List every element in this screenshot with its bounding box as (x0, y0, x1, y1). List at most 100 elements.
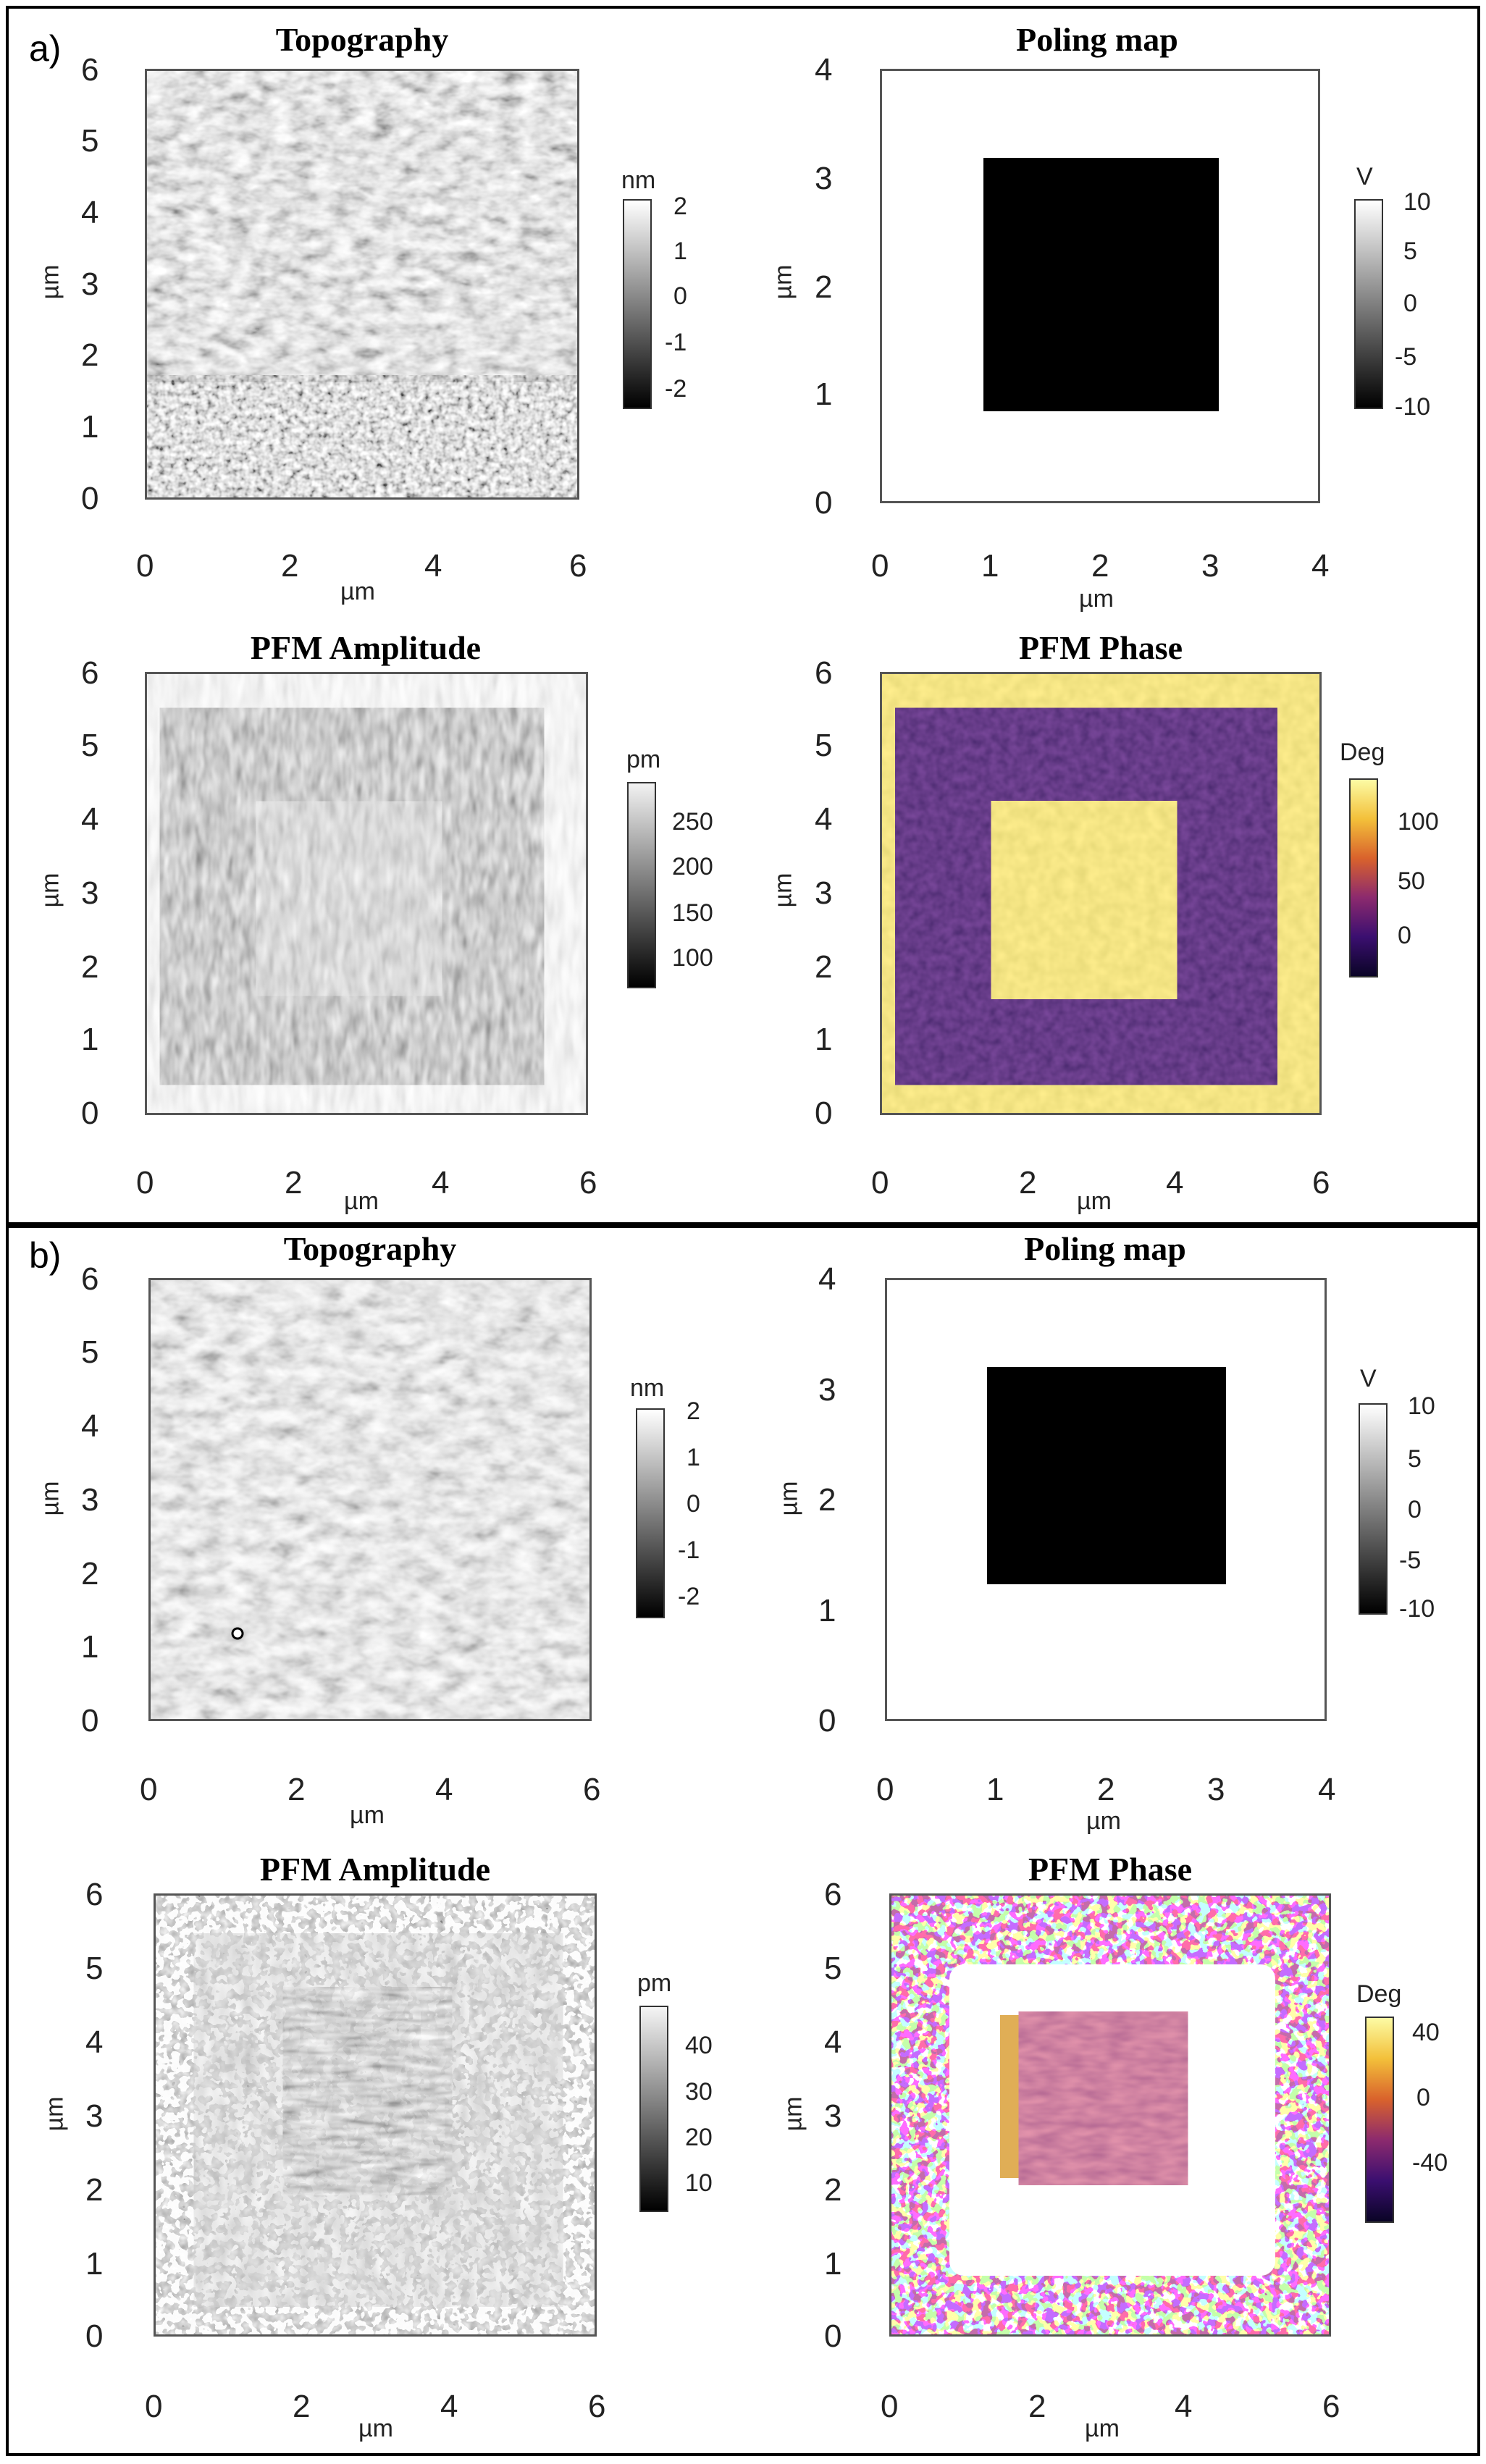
b1-colorbar (636, 1408, 665, 1618)
a-topography-image (145, 69, 579, 500)
a3-ytick: 0 (81, 1096, 99, 1131)
a2-cbar-unit: V (1356, 163, 1373, 190)
a3-xtick: 0 (136, 1165, 154, 1201)
poling-square (987, 1367, 1226, 1584)
b4-ylabel: µm (779, 2096, 807, 2132)
b1-xtick: 0 (140, 1772, 158, 1807)
a1-cbar-label: 1 (673, 237, 687, 265)
b-amplitude-image (154, 1893, 597, 2337)
b-amplitude-title: PFM Amplitude (259, 1851, 491, 1888)
b1-ytick: 4 (81, 1408, 99, 1444)
b4-ytick: 3 (824, 2098, 842, 2134)
a4-cbar-label: 100 (1398, 808, 1439, 836)
a2-ytick: 0 (815, 485, 833, 521)
b-phase-image (889, 1893, 1331, 2337)
a3-xlabel: µm (344, 1187, 379, 1215)
a3-cbar-label: 150 (672, 899, 713, 927)
b1-xtick: 6 (583, 1772, 601, 1807)
a4-xtick: 0 (871, 1165, 889, 1201)
a1-ytick: 2 (81, 337, 99, 373)
b3-ytick: 1 (85, 2246, 104, 2282)
b1-ylabel: µm (36, 1481, 64, 1516)
b2-xlabel: µm (1086, 1807, 1121, 1835)
a1-cbar-label: 2 (673, 193, 687, 220)
a3-ytick: 1 (81, 1022, 99, 1057)
b2-xtick: 3 (1207, 1772, 1225, 1807)
b4-xtick: 4 (1175, 2389, 1193, 2424)
b4-ytick: 6 (824, 1877, 842, 1912)
b1-xtick: 2 (287, 1772, 306, 1807)
a3-cbar-label: 250 (672, 808, 713, 836)
a1-ytick: 4 (81, 195, 99, 230)
b1-ytick: 2 (81, 1556, 99, 1591)
b3-cbar-label: 40 (685, 2032, 713, 2059)
b3-cbar-unit: pm (637, 1969, 672, 1997)
a2-xtick: 4 (1311, 548, 1330, 584)
b-topography-image (148, 1278, 592, 1721)
b4-ytick: 1 (824, 2246, 842, 2282)
a3-ytick: 6 (81, 655, 99, 691)
a3-ytick: 2 (81, 949, 99, 985)
b4-cbar-label: -40 (1412, 2149, 1448, 2177)
a2-xtick: 3 (1201, 548, 1220, 584)
a1-ytick: 5 (81, 123, 99, 159)
b4-ytick: 5 (824, 1951, 842, 1986)
b1-ytick: 3 (81, 1482, 99, 1518)
b3-ytick: 6 (85, 1877, 104, 1912)
b3-ytick: 4 (85, 2024, 104, 2060)
a4-ytick: 6 (815, 655, 833, 691)
a1-xtick: 0 (136, 548, 154, 584)
a1-ytick: 0 (81, 481, 99, 516)
b3-ylabel: µm (41, 2096, 69, 2132)
a1-cbar-unit: nm (621, 167, 656, 194)
b3-cbar-label: 30 (685, 2078, 713, 2106)
a4-ytick: 0 (815, 1096, 833, 1131)
a1-xtick: 6 (569, 548, 587, 584)
panel-a-letter: a) (29, 28, 62, 69)
a4-xlabel: µm (1077, 1187, 1112, 1215)
a1-ylabel: µm (36, 264, 64, 300)
b3-ytick: 2 (85, 2172, 104, 2208)
a1-xlabel: µm (340, 578, 375, 605)
a2-ytick: 3 (815, 161, 833, 196)
a-amplitude-image (145, 672, 588, 1115)
b3-xtick: 0 (145, 2389, 163, 2424)
b1-xtick: 4 (435, 1772, 453, 1807)
a4-cbar-label: 0 (1398, 922, 1411, 949)
a3-cbar-label: 200 (672, 853, 713, 880)
b3-ytick: 5 (85, 1951, 104, 1986)
b1-cbar-label: 1 (687, 1444, 700, 1471)
b3-xtick: 6 (588, 2389, 606, 2424)
amplitude-map-a (147, 674, 586, 1113)
b3-ytick: 3 (85, 2098, 104, 2134)
a4-cbar-unit: Deg (1340, 739, 1385, 766)
b2-xtick: 4 (1318, 1772, 1336, 1807)
b2-xtick: 2 (1097, 1772, 1115, 1807)
b1-ytick: 6 (81, 1261, 99, 1297)
b2-xtick: 0 (876, 1772, 894, 1807)
a3-ytick: 3 (81, 875, 99, 911)
b2-ytick: 0 (818, 1703, 836, 1738)
a2-cbar-label: 10 (1403, 188, 1431, 216)
a4-xtick: 4 (1166, 1165, 1184, 1201)
b2-cbar-label: 10 (1408, 1392, 1435, 1420)
a2-cbar-label: -5 (1395, 343, 1417, 371)
b4-cbar-label: 40 (1412, 2019, 1440, 2046)
b1-ytick: 5 (81, 1334, 99, 1370)
panel-b-letter: b) (29, 1235, 62, 1276)
b2-cbar-label: 0 (1408, 1496, 1422, 1523)
a-phase-title: PFM Phase (1018, 629, 1183, 666)
b4-xtick: 0 (881, 2389, 899, 2424)
a3-ytick: 4 (81, 802, 99, 837)
b1-xlabel: µm (350, 1801, 385, 1829)
b2-colorbar (1359, 1403, 1388, 1615)
b4-ytick: 4 (824, 2024, 842, 2060)
a2-xtick: 0 (871, 548, 889, 584)
a2-cbar-label: 0 (1403, 290, 1417, 317)
a2-ylabel: µm (769, 264, 797, 300)
a2-ytick: 1 (815, 377, 833, 412)
a4-ytick: 2 (815, 949, 833, 985)
b2-ytick: 3 (818, 1372, 836, 1408)
b1-cbar-label: -2 (678, 1583, 700, 1610)
b3-colorbar (639, 2006, 668, 2212)
